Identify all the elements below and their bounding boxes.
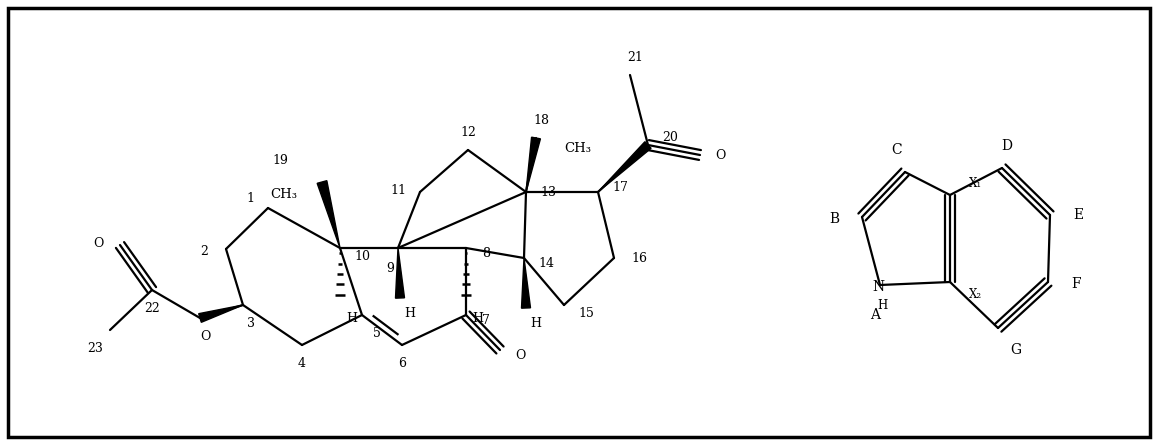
Text: C: C — [892, 143, 902, 157]
Text: 11: 11 — [390, 183, 406, 197]
Text: CH₃: CH₃ — [564, 142, 592, 154]
Text: 16: 16 — [631, 251, 647, 264]
Text: 9: 9 — [386, 262, 394, 275]
Text: 1: 1 — [245, 191, 254, 205]
Text: 13: 13 — [540, 186, 556, 198]
Polygon shape — [526, 137, 541, 192]
Text: G: G — [1011, 343, 1021, 357]
Text: 8: 8 — [482, 247, 490, 259]
Text: 22: 22 — [144, 302, 160, 315]
Text: O: O — [93, 236, 103, 250]
Text: 14: 14 — [538, 256, 554, 270]
Text: H: H — [404, 307, 416, 320]
Text: O: O — [200, 329, 211, 343]
Polygon shape — [199, 305, 243, 322]
Text: 21: 21 — [628, 50, 643, 64]
Text: O: O — [515, 348, 526, 361]
Text: E: E — [1073, 208, 1083, 222]
Text: 2: 2 — [200, 244, 208, 258]
Text: H: H — [530, 316, 542, 329]
Text: 7: 7 — [482, 313, 490, 327]
Text: 3: 3 — [247, 316, 255, 329]
Text: 23: 23 — [87, 341, 103, 355]
Text: H: H — [877, 299, 887, 312]
Text: 12: 12 — [460, 125, 476, 138]
Polygon shape — [396, 248, 404, 298]
Polygon shape — [521, 258, 530, 308]
Text: 17: 17 — [613, 181, 628, 194]
Text: 19: 19 — [272, 154, 288, 166]
Polygon shape — [317, 181, 340, 248]
Text: D: D — [1002, 139, 1012, 153]
Polygon shape — [598, 142, 651, 192]
Text: 15: 15 — [578, 307, 594, 320]
Text: A: A — [870, 308, 880, 322]
Text: X₂: X₂ — [968, 287, 982, 300]
Text: 5: 5 — [373, 327, 381, 340]
Text: O: O — [714, 149, 725, 162]
Text: 20: 20 — [662, 130, 677, 143]
Text: 4: 4 — [298, 356, 306, 369]
Text: N: N — [872, 280, 884, 294]
Text: 6: 6 — [398, 356, 406, 369]
Text: X₁: X₁ — [968, 177, 982, 190]
Text: H: H — [472, 312, 484, 324]
Text: F: F — [1071, 277, 1080, 291]
Text: 10: 10 — [354, 250, 371, 263]
Text: B: B — [829, 212, 840, 226]
Text: CH₃: CH₃ — [271, 187, 298, 201]
Text: H: H — [346, 312, 358, 324]
Text: 18: 18 — [533, 113, 549, 126]
